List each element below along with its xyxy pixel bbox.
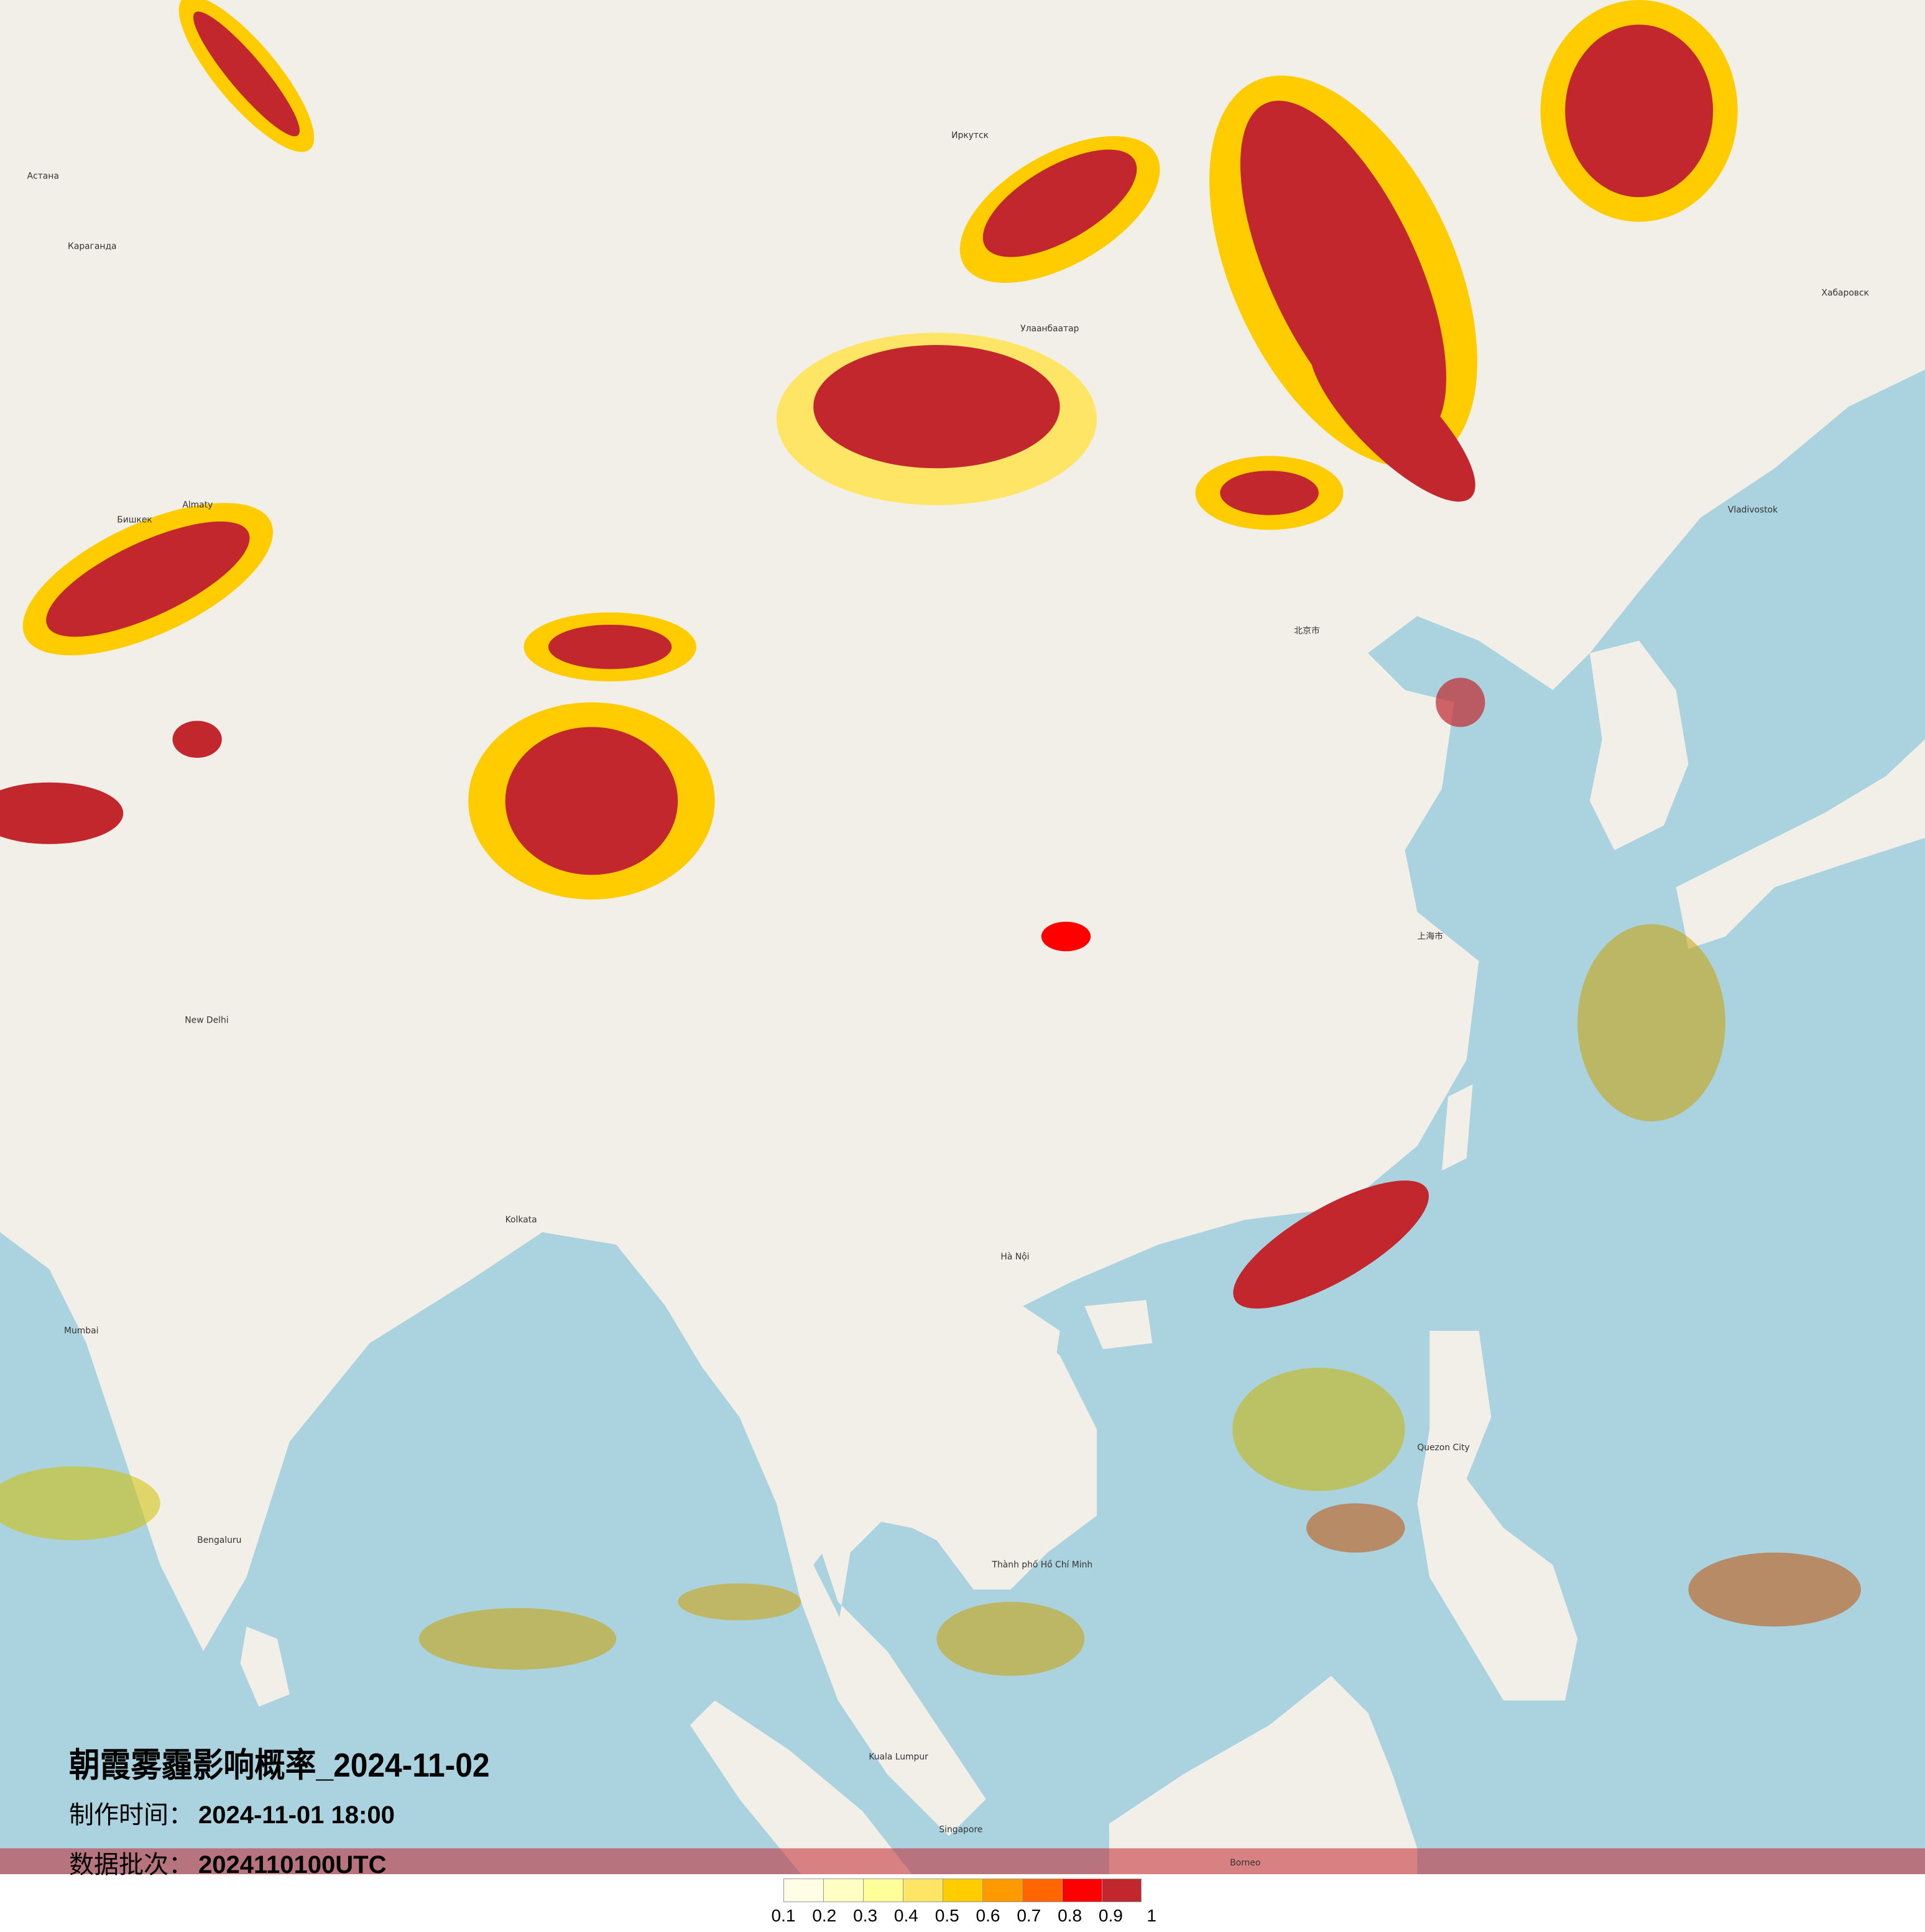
place-label: Хабаровск [1822,288,1869,298]
legend-tick-label: 0.3 [853,1906,878,1925]
place-labels: Астана Караганда Иркутск Улаанбаатар Хаб… [27,131,1869,1868]
legend-tick-label: 0.1 [771,1906,796,1925]
production-time: 制作时间： 2024-11-01 18:00 [69,1790,526,1840]
place-label: Vladivostok [1728,505,1778,515]
haze-low-sea [0,924,1925,1874]
place-label: Kolkata [505,1215,537,1225]
land-japan [1676,739,1925,949]
title-block: 朝霞雾霾影响概率_2024-11-02 制作时间： 2024-11-01 18:0… [69,1741,526,1890]
place-label: 北京市 [1294,625,1320,636]
legend-swatch [783,1879,823,1902]
haze-overlay [0,0,1925,1874]
place-label: Singapore [939,1825,982,1835]
legend-tick-label: 0.8 [1058,1906,1083,1925]
place-label: Quezon City [1417,1443,1469,1453]
place-label: Бишкек [117,515,152,525]
legend-swatch [943,1879,982,1902]
legend-ticks: 0.1 0.2 0.3 0.4 0.5 0.6 0.7 0.8 0.9 1 [769,1906,1166,1931]
legend-tick-label: 0.7 [1017,1906,1041,1925]
place-label: Thành phố Hồ Chí Minh [992,1559,1093,1570]
legend-swatch [823,1879,863,1902]
legend-swatch [903,1879,943,1902]
haze-high [0,0,1738,1309]
map-title: 朝霞雾霾影响概率_2024-11-02 [69,1747,490,1784]
land-taiwan [1442,1084,1473,1171]
land-philippines [1417,1330,1578,1701]
place-label: Almaty [182,500,213,510]
production-time-value: 2024-11-01 18:00 [198,1801,395,1829]
data-batch: 数据批次： 2024110100UTC [69,1840,526,1890]
data-batch-value: 2024110100UTC [198,1851,387,1879]
legend-swatch [1022,1879,1062,1902]
place-label: 上海市 [1417,931,1443,941]
land-sri-lanka [240,1626,290,1707]
legend-tick-label: 0.6 [976,1906,1000,1925]
place-label: Улаанбаатар [1020,324,1079,334]
data-batch-label: 数据批次： [69,1851,193,1879]
land-sumatra [690,1700,912,1874]
place-label: Иркутск [951,131,989,140]
legend-tick-label: 0.4 [893,1906,918,1925]
land-indochina [739,1281,1097,1824]
place-label: Borneo [1230,1858,1260,1868]
place-label: New Delhi [185,1015,228,1025]
place-label: Караганда [68,241,117,251]
legend-tick-label: 1 [1147,1906,1156,1925]
place-label: Астана [27,171,59,181]
land-korea [1589,640,1689,850]
legend-swatch [1102,1879,1142,1902]
legend-swatch [982,1879,1022,1902]
place-label: Hà Nội [1000,1252,1029,1262]
legend-tick-label: 0.9 [1098,1906,1123,1925]
production-time-label: 制作时间： [69,1801,193,1829]
map-canvas[interactable]: Астана Караганда Иркутск Улаанбаатар Хаб… [0,0,1925,1874]
land-hainan [1084,1300,1153,1350]
legend-tick-label: 0.2 [812,1906,837,1925]
place-label: Mumbai [64,1326,98,1336]
land-borneo [1109,1675,1418,1874]
legend-tick-label: 0.5 [935,1906,959,1925]
legend-swatch [863,1879,903,1902]
place-label: Kuala Lumpur [869,1752,928,1762]
legend-swatch [1062,1879,1102,1902]
place-label: Bengaluru [197,1535,241,1545]
color-legend [783,1879,1142,1902]
